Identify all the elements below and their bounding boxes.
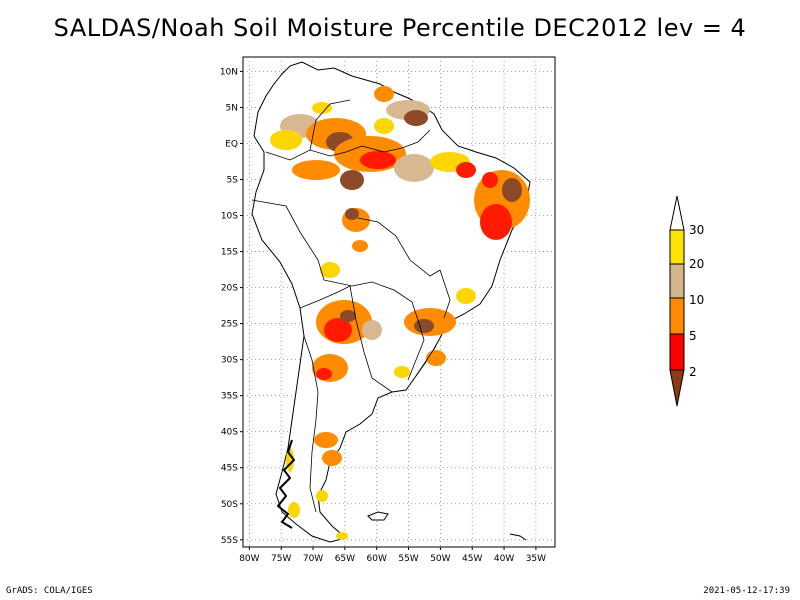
- shade-p2: [340, 310, 356, 322]
- shade-p5: [316, 368, 332, 380]
- shade-p10: [292, 160, 340, 180]
- shade-p30: [288, 502, 300, 518]
- lat-tick-label: 25S: [221, 320, 238, 330]
- footer-timestamp: 2021-05-12-17:39: [703, 586, 790, 596]
- south-america-landmass: [251, 61, 531, 543]
- colorbar-top-arrow: [669, 195, 685, 231]
- colorbar-bottom-arrow: [669, 369, 685, 407]
- lon-tick-label: 50W: [430, 554, 450, 564]
- shade-p30: [394, 366, 410, 378]
- country-borders: [251, 99, 451, 513]
- colorbar-seg-10: [669, 297, 685, 335]
- lat-tick-label: 55S: [221, 536, 238, 546]
- lat-tick-label: 30S: [221, 356, 238, 366]
- footer-credit: GrADS: COLA/IGES: [6, 586, 93, 596]
- lat-tick-label: 5S: [227, 176, 239, 186]
- shade-p10: [352, 240, 368, 252]
- chile-fjord-coast: [276, 439, 296, 529]
- colorbar: 30 20 10 5 2: [669, 195, 704, 407]
- lon-tick-label: 65W: [335, 554, 355, 564]
- lon-tick-label: 40W: [494, 554, 514, 564]
- shade-p30: [316, 490, 328, 502]
- lon-tick-label: 60W: [367, 554, 387, 564]
- lat-tick-label: 10S: [221, 212, 238, 222]
- shade-p5: [482, 172, 498, 188]
- lon-tick-label: 80W: [239, 554, 259, 564]
- percentile-shading: [270, 86, 530, 540]
- shade-p2: [414, 319, 434, 333]
- shade-p20: [394, 154, 434, 182]
- shade-p10: [314, 432, 338, 448]
- lon-tick-label: 55W: [398, 554, 418, 564]
- shade-p10: [374, 86, 394, 102]
- shade-p5: [480, 204, 512, 240]
- shade-p10: [322, 450, 342, 466]
- shade-p2: [345, 208, 359, 220]
- colorbar-label-10: 10: [689, 293, 704, 307]
- south-georgia: [509, 533, 527, 541]
- falkland-islands: [367, 511, 389, 521]
- lat-tick-label: 20S: [221, 284, 238, 294]
- shade-p5: [456, 162, 476, 178]
- colorbar-seg-20: [669, 263, 685, 299]
- lat-tick-label: 35S: [221, 392, 238, 402]
- colorbar-seg-30: [669, 229, 685, 265]
- lat-tick-label: EQ: [225, 139, 238, 149]
- lat-tick-label: 45S: [221, 464, 238, 474]
- shade-p10: [426, 350, 446, 366]
- shade-p30: [336, 532, 348, 540]
- lat-tick-label: 10N: [220, 67, 238, 77]
- lon-tick-label: 35W: [526, 554, 546, 564]
- colorbar-label-20: 20: [689, 257, 704, 271]
- latitude-axis: 10N 5N EQ 5S 10S 15S 20S 25S 30S 35S 40S 45S 50S 55S: [220, 67, 243, 546]
- shade-p2: [502, 178, 522, 202]
- lat-tick-label: 5N: [226, 103, 238, 113]
- shade-p30: [374, 118, 394, 134]
- shade-p5: [360, 151, 396, 169]
- longitude-axis: 80W 75W 70W 65W 60W 55W 50W 45W 40W 35W: [239, 547, 546, 564]
- shade-p2: [340, 170, 364, 190]
- colorbar-label-2: 2: [689, 365, 697, 379]
- shade-p20: [362, 320, 382, 340]
- colorbar-seg-5: [669, 333, 685, 371]
- shade-p2: [404, 110, 428, 126]
- colorbar-label-30: 30: [689, 223, 704, 237]
- shade-p30: [270, 130, 302, 150]
- lon-tick-label: 70W: [303, 554, 323, 564]
- colorbar-label-5: 5: [689, 329, 697, 343]
- map-title: SALDAS/Noah Soil Moisture Percentile DEC…: [53, 14, 747, 42]
- lat-tick-label: 50S: [221, 500, 238, 510]
- lat-tick-label: 40S: [221, 428, 238, 438]
- shade-p30: [320, 262, 340, 278]
- lon-tick-label: 75W: [271, 554, 291, 564]
- lon-tick-label: 45W: [462, 554, 482, 564]
- shade-p30: [312, 102, 332, 114]
- shade-p5: [324, 318, 352, 342]
- lat-tick-label: 15S: [221, 248, 238, 258]
- shade-p30: [456, 288, 476, 304]
